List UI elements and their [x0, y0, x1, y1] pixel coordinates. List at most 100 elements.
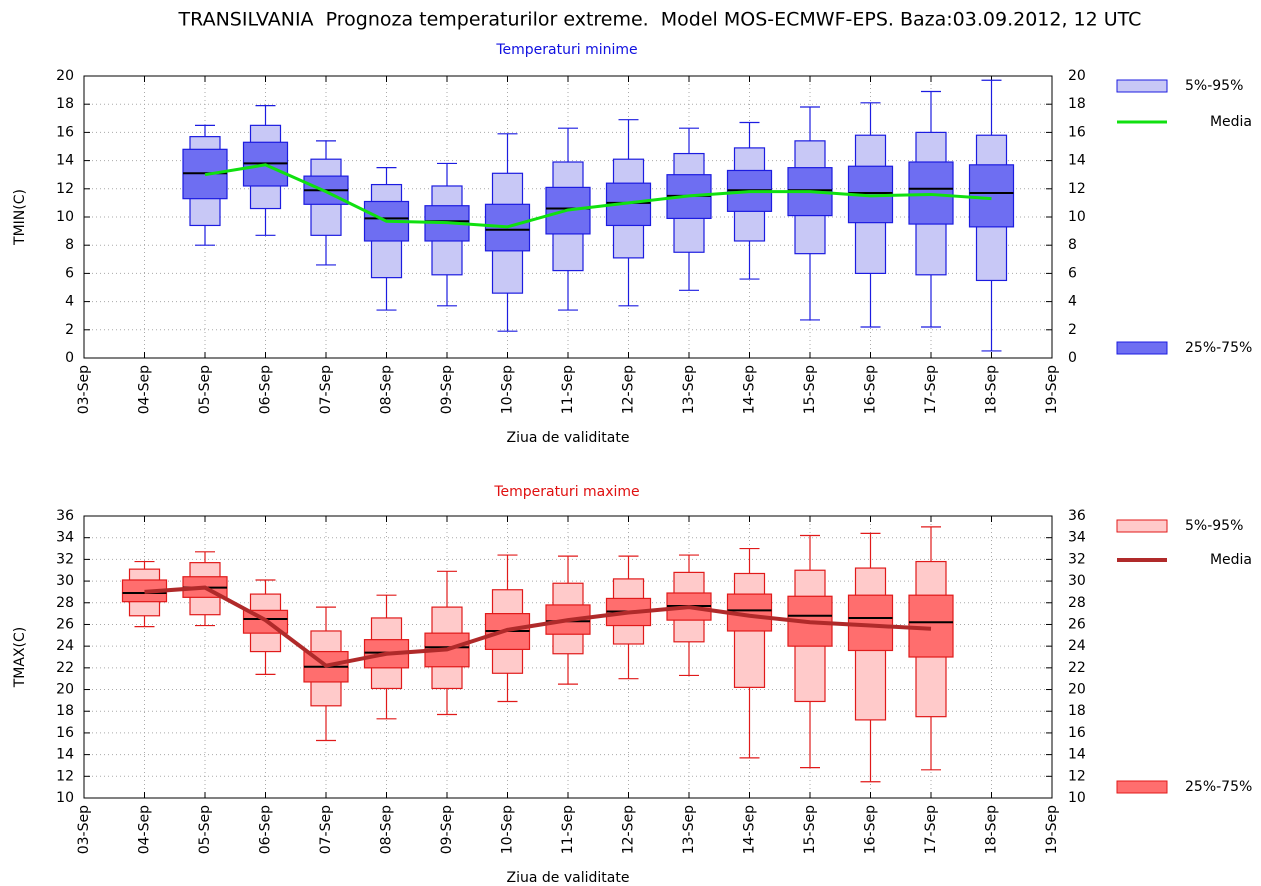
y2-tick-label: 14 — [1068, 747, 1086, 763]
x-tick-label: 19-Sep — [1044, 365, 1060, 414]
y2-tick-label: 26 — [1068, 616, 1086, 632]
legend-label: 25%-75% — [1185, 340, 1252, 356]
box-inner — [968, 164, 1015, 228]
x-tick-label: 07-Sep — [318, 805, 334, 854]
x-tick-label: 10-Sep — [500, 805, 516, 854]
y-axis-label: TMAX(C) — [12, 627, 28, 689]
x-tick-label: 17-Sep — [923, 365, 939, 414]
x-tick-label: 05-Sep — [197, 805, 213, 854]
page-title: TRANSILVANIA Prognoza temperaturilor ext… — [178, 9, 1142, 31]
y2-tick-label: 34 — [1068, 530, 1086, 546]
x-tick-label: 06-Sep — [258, 365, 274, 414]
y-tick-label: 34 — [56, 530, 74, 546]
y2-tick-label: 14 — [1068, 153, 1086, 169]
y-tick-label: 36 — [56, 508, 74, 524]
legend-swatch — [1116, 79, 1168, 93]
y2-tick-label: 28 — [1068, 595, 1086, 611]
plot-frame — [83, 75, 1053, 359]
x-axis-label: Ziua de validitate — [507, 870, 630, 886]
y-tick-label: 24 — [56, 638, 74, 654]
y2-tick-label: 12 — [1068, 768, 1086, 784]
y-tick-label: 30 — [56, 573, 74, 589]
y-tick-label: 14 — [56, 153, 74, 169]
y-tick-label: 22 — [56, 660, 74, 676]
y2-tick-label: 22 — [1068, 660, 1086, 676]
x-tick-label: 16-Sep — [863, 805, 879, 854]
y-tick-label: 20 — [56, 68, 74, 84]
y-tick-label: 26 — [56, 616, 74, 632]
x-tick-label: 10-Sep — [500, 365, 516, 414]
plot-frame — [83, 515, 1053, 799]
x-tick-label: 05-Sep — [197, 365, 213, 414]
mean-line — [204, 163, 992, 229]
x-tick-label: 15-Sep — [802, 365, 818, 414]
y-tick-label: 12 — [56, 768, 74, 784]
x-tick-label: 08-Sep — [379, 805, 395, 854]
x-tick-label: 14-Sep — [742, 805, 758, 854]
y2-tick-label: 4 — [1068, 294, 1077, 310]
y2-tick-label: 8 — [1068, 237, 1077, 253]
x-tick-label: 15-Sep — [802, 805, 818, 854]
y-tick-label: 6 — [65, 265, 74, 281]
x-tick-label: 07-Sep — [318, 365, 334, 414]
y2-tick-label: 20 — [1068, 682, 1086, 698]
y-tick-label: 32 — [56, 551, 74, 567]
y-tick-label: 12 — [56, 181, 74, 197]
x-tick-label: 16-Sep — [863, 365, 879, 414]
y-tick-label: 14 — [56, 747, 74, 763]
legend-label: 5%-95% — [1185, 518, 1243, 534]
x-axis-label: Ziua de validitate — [507, 430, 630, 446]
legend-swatch — [1116, 519, 1168, 533]
y-tick-label: 16 — [56, 725, 74, 741]
y-tick-label: 18 — [56, 703, 74, 719]
y2-tick-label: 6 — [1068, 265, 1077, 281]
x-tick-label: 13-Sep — [681, 805, 697, 854]
x-tick-label: 03-Sep — [76, 365, 92, 414]
x-tick-label: 12-Sep — [621, 365, 637, 414]
legend-label: 25%-75% — [1185, 779, 1252, 795]
x-tick-label: 18-Sep — [984, 805, 1000, 854]
y-axis-label: TMIN(C) — [12, 189, 28, 246]
y2-tick-label: 10 — [1068, 790, 1086, 806]
y2-tick-label: 30 — [1068, 573, 1086, 589]
y-tick-label: 16 — [56, 124, 74, 140]
x-tick-label: 09-Sep — [439, 805, 455, 854]
y-tick-label: 10 — [56, 790, 74, 806]
x-tick-label: 13-Sep — [681, 365, 697, 414]
y2-tick-label: 24 — [1068, 638, 1086, 654]
x-tick-label: 17-Sep — [923, 805, 939, 854]
y2-tick-label: 16 — [1068, 124, 1086, 140]
x-tick-label: 19-Sep — [1044, 805, 1060, 854]
y-tick-label: 20 — [56, 682, 74, 698]
legend-swatch — [1116, 780, 1168, 794]
chart-subtitle: Temperaturi maxime — [493, 484, 639, 500]
y2-tick-label: 12 — [1068, 181, 1086, 197]
y-tick-label: 28 — [56, 595, 74, 611]
y2-tick-label: 10 — [1068, 209, 1086, 225]
legend-label: Media — [1210, 114, 1252, 130]
chart-subtitle: Temperaturi minime — [495, 42, 637, 58]
y-tick-label: 0 — [65, 350, 74, 366]
y2-tick-label: 16 — [1068, 725, 1086, 741]
y2-tick-label: 18 — [1068, 703, 1086, 719]
x-tick-label: 04-Sep — [137, 805, 153, 854]
x-tick-label: 12-Sep — [621, 805, 637, 854]
legend-label: 5%-95% — [1185, 78, 1243, 94]
x-tick-label: 08-Sep — [379, 365, 395, 414]
x-tick-label: 03-Sep — [76, 805, 92, 854]
x-tick-label: 04-Sep — [137, 365, 153, 414]
y2-tick-label: 0 — [1068, 350, 1077, 366]
x-tick-label: 18-Sep — [984, 365, 1000, 414]
y-tick-label: 18 — [56, 96, 74, 112]
x-tick-label: 11-Sep — [560, 805, 576, 854]
y2-tick-label: 32 — [1068, 551, 1086, 567]
x-tick-label: 14-Sep — [742, 365, 758, 414]
y-tick-label: 4 — [65, 294, 74, 310]
y2-tick-label: 20 — [1068, 68, 1086, 84]
x-tick-label: 09-Sep — [439, 365, 455, 414]
x-tick-label: 11-Sep — [560, 365, 576, 414]
y-tick-label: 2 — [65, 322, 74, 338]
x-tick-label: 06-Sep — [258, 805, 274, 854]
y2-tick-label: 2 — [1068, 322, 1077, 338]
